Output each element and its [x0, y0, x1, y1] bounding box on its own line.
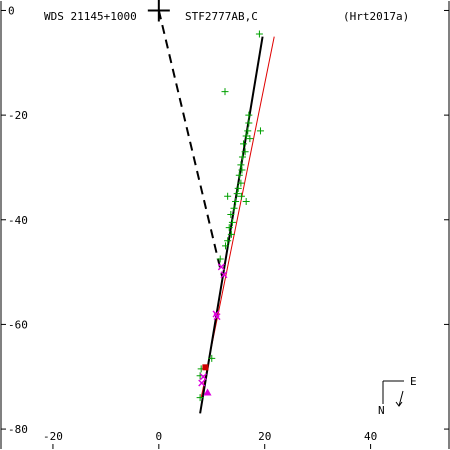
observation-plus: [240, 140, 248, 148]
observation-plus: [255, 30, 263, 38]
y-tick-label: -60: [8, 318, 28, 331]
fit-line-black: [199, 36, 264, 414]
observation-plus: [224, 192, 232, 200]
observation-x: [199, 373, 207, 381]
x-tick-label: 0: [156, 430, 163, 443]
orientation-indicator: E N: [378, 375, 417, 417]
observation-plus: [216, 255, 224, 263]
observation-plus: [224, 237, 232, 245]
observation-plus: [238, 166, 246, 174]
observation-plus: [228, 218, 236, 226]
observation-plus: [232, 197, 240, 205]
observation-plus: [244, 127, 252, 135]
observation-plus: [238, 153, 246, 161]
observation-plus: [246, 135, 254, 143]
observation-plus: [245, 111, 253, 119]
header-system-id: WDS 21145+1000: [44, 10, 137, 23]
axes: -20 0 20 40 0 -20 -40 -60 -80: [1, 4, 449, 449]
observation-x: [220, 271, 228, 279]
observation-plus: [208, 354, 216, 362]
observation-plus: [227, 230, 235, 238]
observation-plus: [237, 161, 245, 169]
observation-plus: [241, 148, 249, 156]
observation-plus: [196, 394, 204, 402]
observation-plus: [237, 179, 245, 187]
dashed-connector-line: [157, 10, 224, 278]
observation-plus: [234, 184, 242, 192]
observation-plus: [256, 127, 264, 135]
observation-plus: [235, 171, 243, 179]
observation-x: [212, 310, 220, 318]
motion-arrow-icon: [395, 390, 404, 407]
x-tick-label: 40: [364, 430, 377, 443]
x-tick-label: 20: [258, 430, 271, 443]
y-tick-label: 0: [8, 4, 15, 17]
header-component: STF2777AB,C: [185, 10, 258, 23]
observation-plus: [233, 190, 241, 198]
primary-star-marker: [147, 0, 170, 22]
y-tick-label: -40: [8, 214, 28, 227]
north-label: N: [378, 404, 385, 417]
observation-plus: [221, 88, 229, 96]
observation-plus: [227, 211, 235, 219]
observation-plus: [237, 192, 245, 200]
observation-square: [202, 364, 209, 371]
observation-plus: [230, 204, 238, 212]
x-tick-label: -20: [43, 430, 63, 443]
observation-triangle: [203, 388, 212, 396]
observation-x: [198, 379, 206, 387]
y-tick-label: -80: [8, 423, 28, 436]
observation-plus: [242, 197, 250, 205]
header-reference: (Hrt2017a): [343, 10, 409, 23]
observation-plus: [242, 132, 250, 140]
data-marks: [147, 0, 275, 414]
observation-x: [217, 263, 225, 271]
observation-plus: [245, 119, 253, 127]
observation-plus: [222, 242, 230, 250]
observation-plus: [225, 224, 233, 232]
y-tick-label: -20: [8, 109, 28, 122]
east-label: E: [410, 375, 417, 388]
